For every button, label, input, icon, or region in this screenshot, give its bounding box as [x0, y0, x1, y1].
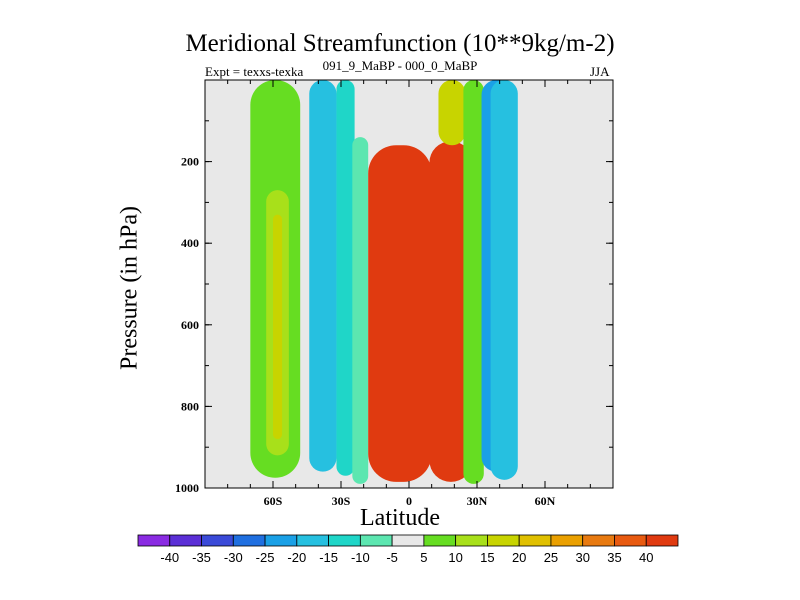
- colorbar-swatch: [614, 534, 647, 547]
- x-tick-label: 30S: [332, 494, 351, 508]
- x-tick-label: 30N: [467, 494, 488, 508]
- x-axis-label: Latitude: [360, 505, 440, 531]
- contour-region-subtropical-south-cyan: [309, 80, 337, 472]
- colorbar-swatch: [487, 534, 520, 547]
- contour-region-north-upper-green: [463, 80, 484, 484]
- colorbar-level-label: -35: [192, 550, 211, 565]
- x-tick-label: 60N: [535, 494, 556, 508]
- colorbar-swatch: [423, 534, 457, 547]
- y-tick-label: 200: [181, 155, 199, 169]
- contour-region-south-hadley-cell: [368, 145, 432, 482]
- contour-region-tropical-south-edge: [352, 137, 369, 484]
- colorbar-swatch: [455, 534, 488, 547]
- colorbar-swatch: [201, 534, 234, 547]
- colorbar-level-label: -25: [256, 550, 275, 565]
- colorbar-swatch: [518, 534, 552, 547]
- colorbar-swatch: [550, 534, 584, 547]
- contour-region-north-midlat-cyan: [490, 80, 518, 480]
- y-tick-label: 1000: [175, 481, 199, 495]
- colorbar: -40 -35 -30 -25 -20 -15 -10 -5 5 10 15 20 25 30 35 40: [137, 534, 679, 565]
- contour-layer: [250, 80, 518, 484]
- colorbar-level-label: 20: [512, 550, 526, 565]
- colorbar-level-label: 15: [480, 550, 494, 565]
- colorbar-level-label: 5: [420, 550, 427, 565]
- x-tick-label: 60S: [264, 494, 283, 508]
- axes-layer: 60S 30S 0 30N 60N 200 400 600 800 1000: [175, 80, 613, 508]
- colorbar-swatch: [645, 534, 679, 547]
- colorbar-level-label: 10: [448, 550, 462, 565]
- colorbar-swatch: [169, 534, 202, 547]
- contour-region-subtropical-south-teal: [336, 80, 355, 476]
- chart-subtitle-left: Expt = texxs-texka: [205, 64, 304, 79]
- y-tick-label: 600: [181, 318, 199, 332]
- colorbar-swatch: [137, 534, 171, 547]
- colorbar-level-label: 30: [575, 550, 589, 565]
- colorbar-swatch: [296, 534, 329, 547]
- colorbar-level-label: -20: [287, 550, 306, 565]
- y-tick-label: 400: [181, 236, 199, 250]
- colorbar-level-label: -40: [160, 550, 179, 565]
- chart-title: Meridional Streamfunction (10**9kg/m-2): [185, 30, 615, 57]
- colorbar-level-label: 40: [639, 550, 653, 565]
- colorbar-level-label: 25: [544, 550, 558, 565]
- contour-region-north-upper-yellow: [438, 80, 466, 146]
- colorbar-level-label: 35: [607, 550, 621, 565]
- colorbar-level-label: -5: [386, 550, 398, 565]
- colorbar-level-label: -15: [319, 550, 338, 565]
- contour-region-north-hadley-cell: [429, 141, 473, 482]
- x-tick-label: 0: [406, 494, 412, 508]
- y-tick-label: 800: [181, 399, 199, 413]
- chart-subtitle-center: 091_9_MaBP - 000_0_MaBP: [322, 58, 478, 73]
- colorbar-swatch: [328, 534, 361, 547]
- contour-region-lat-40-inner-core: [273, 214, 283, 440]
- colorbar-swatch: [391, 534, 425, 547]
- colorbar-level-label: -30: [224, 550, 243, 565]
- colorbar-swatch: [359, 534, 393, 547]
- chart-subtitle-right: JJA: [590, 64, 610, 79]
- colorbar-swatch: [582, 534, 615, 547]
- colorbar-level-label: -10: [351, 550, 370, 565]
- colorbar-swatch: [232, 534, 266, 547]
- colorbar-swatch: [264, 534, 298, 547]
